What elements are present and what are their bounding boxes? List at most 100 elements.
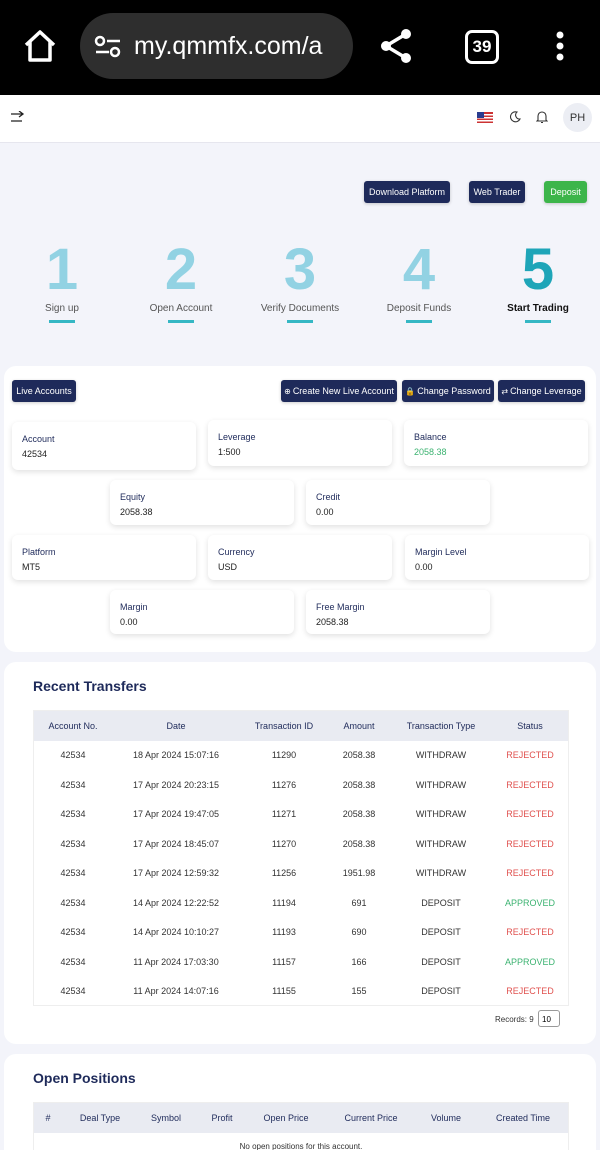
table-cell: 14 Apr 2024 12:22:52 [132,897,220,908]
table-cell: 2058.38 [342,779,376,790]
site-settings-icon[interactable] [94,35,122,59]
menu-icon[interactable] [552,30,568,64]
table-cell: 691 [351,897,367,908]
table-cell: 2058.38 [342,838,376,849]
section-title: Open Positions [33,1070,136,1086]
column-header: Transaction Type [406,721,476,731]
step-number: 3 [283,237,317,302]
button-label: Change Password [417,386,491,396]
action-button[interactable]: Download Platform [364,181,450,203]
table-cell: 17 Apr 2024 19:47:05 [132,809,220,819]
step-number: 5 [521,237,555,302]
share-icon[interactable] [378,27,416,65]
card-label: Margin Level [415,547,467,557]
table-cell: 42534 [60,779,86,790]
avatar[interactable]: PH [563,103,592,132]
card-value: 2058.38 [414,447,447,457]
table-cell: 11270 [271,838,297,849]
card-label: Balance [414,432,447,442]
step-number: 2 [164,237,198,302]
account-card: Credit 0.00 [306,480,490,525]
step-label: Start Trading [507,303,569,314]
card-label: Credit [316,492,341,502]
account-action-button[interactable]: 🔒 Change Password [402,380,494,402]
card-value: 0.00 [120,617,138,627]
table-cell: 11290 [271,750,297,760]
table-cell: WITHDRAW [415,779,467,790]
tab-count[interactable]: 39 [465,30,499,64]
column-header: Current Price [344,1113,398,1123]
card-label: Platform [22,547,56,557]
table-cell: WITHDRAW [415,868,467,878]
bell-icon[interactable] [536,110,548,124]
table-header [34,711,568,741]
card-label: Account [22,434,55,444]
account-action-button[interactable]: ⇄ Change Leverage [498,380,585,402]
menu-toggle[interactable] [10,111,26,125]
table-cell: APPROVED [504,897,556,908]
table-cell: DEPOSIT [421,986,461,996]
column-header: Date [166,721,186,731]
table-cell: REJECTED [506,838,554,849]
page-size-value: 10 [542,1015,551,1024]
step-label: Open Account [149,303,213,314]
account-card: Currency USD [208,535,392,580]
theme-icon[interactable] [509,111,521,123]
card-value: MT5 [22,562,40,572]
table-cell: 18 Apr 2024 15:07:16 [132,750,220,760]
account-card: Platform MT5 [12,535,196,580]
records-count: Records: 9 [495,1015,534,1024]
table-cell: REJECTED [506,809,554,819]
table-cell: 2058.38 [342,750,376,760]
card-value: 0.00 [316,507,334,517]
account-card: Account 42534 [12,422,196,470]
account-action-button[interactable]: ⊕ Create New Live Account [281,380,397,402]
table-cell: APPROVED [504,956,556,967]
account-card: Balance 2058.38 [404,420,588,466]
action-button[interactable]: Web Trader [469,181,525,203]
card-label: Leverage [218,432,256,442]
table-cell: DEPOSIT [421,927,461,937]
home-icon[interactable] [22,28,58,64]
column-header: # [45,1113,51,1123]
table-cell: 11194 [272,897,296,908]
table-cell: DEPOSIT [421,897,461,908]
column-header: Account No. [48,721,98,731]
card-label: Free Margin [316,602,365,612]
tab-button[interactable]: Live Accounts [12,380,76,402]
transfers-panel: Recent Transfers Account No. Date Transacti… [4,662,596,1044]
table-cell: 17 Apr 2024 12:59:32 [132,868,220,878]
flag-icon[interactable] [477,112,493,123]
card-value: 2058.38 [120,507,153,517]
table-cell: 166 [351,956,367,967]
table-cell: 690 [351,927,367,937]
table-header [34,1103,568,1133]
step-underline [406,320,432,323]
table-cell: 42534 [60,956,86,967]
table-cell: 42534 [60,809,86,819]
table-cell: REJECTED [506,868,554,878]
action-button[interactable]: Deposit [544,181,587,203]
table-cell: 11157 [272,956,296,967]
table-cell: 155 [351,986,367,996]
table-cell: 11276 [271,779,297,790]
page-size-select[interactable]: 10 [538,1010,560,1027]
table-cell: 17 Apr 2024 18:45:07 [132,838,220,849]
card-label: Currency [218,547,255,557]
table-cell: 42534 [60,897,86,908]
table-cell: REJECTED [506,927,554,937]
positions-table: # Deal Type Symbol Profit Open Price Current … [33,1102,569,1150]
table-cell: WITHDRAW [415,838,467,849]
card-value: USD [218,562,238,572]
table-cell: 2058.38 [342,809,376,819]
step-underline [525,320,551,323]
table-cell: 11193 [272,927,296,937]
button-label: Create New Live Account [292,386,394,396]
table-cell: DEPOSIT [421,956,461,967]
step-underline [168,320,194,323]
table-cell: 42534 [60,986,86,996]
step-label: Verify Documents [260,303,340,314]
url-box[interactable]: my.qmmfx.com/a [80,13,353,79]
column-header: Transaction ID [254,721,314,731]
